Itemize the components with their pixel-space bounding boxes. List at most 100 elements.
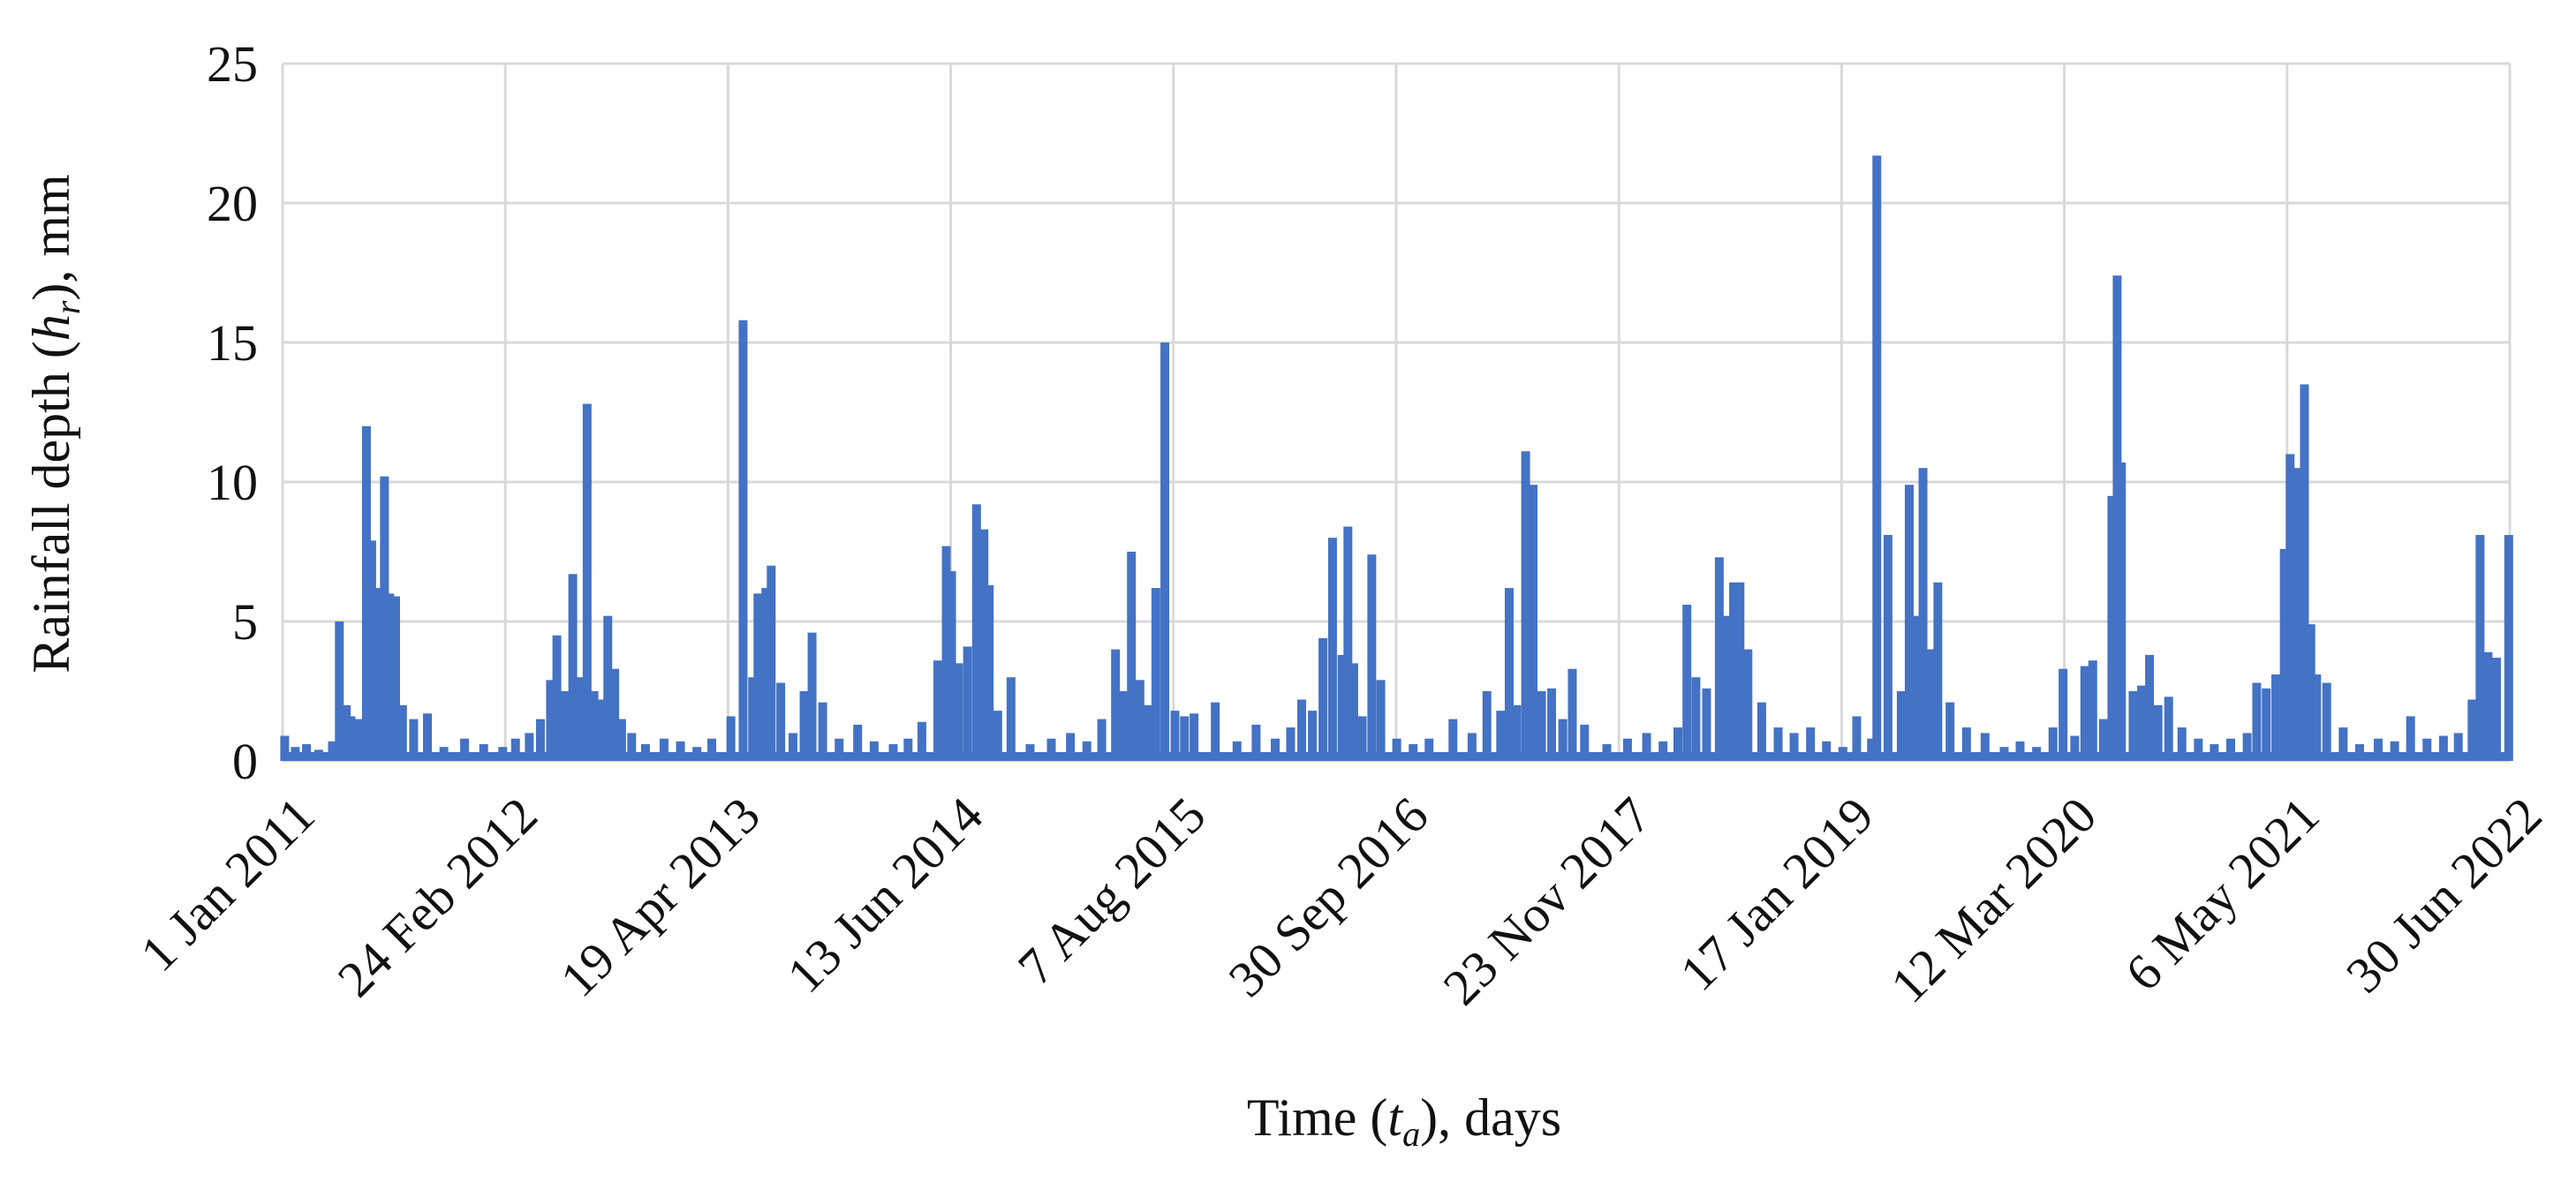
x-tick-label: 13 Jun 2014 bbox=[776, 787, 993, 1004]
rainfall-bar bbox=[535, 719, 545, 761]
rainfall-bar bbox=[1602, 744, 1612, 761]
rainfall-bar bbox=[2145, 654, 2155, 761]
rainfall-bar bbox=[2225, 738, 2235, 761]
rainfall-bar bbox=[1357, 716, 1367, 761]
rainfall-bar bbox=[552, 635, 562, 761]
rainfall-bar bbox=[2483, 651, 2493, 761]
rainfall-bar bbox=[2438, 735, 2448, 761]
rainfall-bar bbox=[1448, 719, 1458, 761]
rainfall-bar bbox=[1580, 724, 1590, 761]
rainfall-bar bbox=[1170, 711, 1180, 761]
rainfall-bar bbox=[1211, 702, 1220, 761]
rainfall-bar bbox=[361, 425, 371, 761]
rainfall-bar bbox=[1980, 733, 1990, 761]
y-tick-label: 20 bbox=[207, 175, 258, 232]
rainfall-bar bbox=[748, 677, 758, 761]
rainfall-bar bbox=[2504, 535, 2513, 761]
rainfall-bar bbox=[1691, 677, 1701, 761]
rainfall-bar bbox=[460, 738, 470, 761]
rainfall-bar bbox=[380, 476, 389, 761]
rainfall-bar bbox=[397, 704, 407, 761]
rainfall-bar bbox=[2098, 719, 2108, 761]
rainfall-bar bbox=[1512, 704, 1522, 761]
rainfall-bar bbox=[954, 663, 963, 761]
y-axis-title: Rainfall depth (hr), mm bbox=[22, 174, 87, 673]
rainfall-bar bbox=[1528, 485, 1537, 761]
rainfall-bar bbox=[1376, 680, 1386, 761]
rainfall-bar bbox=[1547, 688, 1557, 761]
rainfall-bar bbox=[985, 584, 994, 761]
rainfall-bar bbox=[1926, 649, 1936, 761]
x-tick-label: 19 Apr 2013 bbox=[549, 787, 771, 1008]
rainfall-bar bbox=[903, 738, 913, 761]
rainfall-bar bbox=[1658, 741, 1668, 761]
rainfall-bar bbox=[560, 691, 570, 761]
rainfall-bar bbox=[2374, 738, 2383, 761]
x-axis-title: Time (ta), days bbox=[1247, 1088, 1561, 1154]
rainfall-bar bbox=[917, 721, 926, 761]
rainfall-bar bbox=[1673, 727, 1683, 761]
rainfall-bar bbox=[1999, 747, 2009, 761]
rainfall-bar bbox=[2252, 682, 2262, 761]
rainfall-bar bbox=[2279, 548, 2289, 761]
rainfall-bar bbox=[390, 596, 400, 761]
rainfall-bar bbox=[1251, 724, 1261, 761]
rainfall-bar bbox=[726, 716, 736, 761]
rainfall-bar bbox=[2210, 744, 2219, 761]
y-tick-label: 0 bbox=[232, 733, 258, 790]
rainfall-bar bbox=[788, 733, 797, 761]
rainfall-bar bbox=[1622, 738, 1632, 761]
rainfall-bar bbox=[1773, 727, 1783, 761]
rainfall-bar bbox=[947, 571, 956, 761]
rainfall-bar bbox=[2128, 691, 2138, 761]
rainfall-bar bbox=[1409, 744, 1418, 761]
rainfall-bar bbox=[1180, 716, 1190, 761]
rainfall-bar bbox=[1521, 451, 1530, 761]
rainfall-bar bbox=[510, 738, 520, 761]
rainfall-bar bbox=[568, 574, 578, 761]
rainfall-bar bbox=[1504, 588, 1514, 761]
rainfall-bar bbox=[280, 735, 290, 761]
rainfall-bar bbox=[479, 744, 488, 761]
rainfall-bar bbox=[439, 747, 449, 761]
rainfall-bar bbox=[1135, 680, 1144, 761]
x-tick-label: 30 Sep 2016 bbox=[1218, 787, 1439, 1008]
rainfall-bar bbox=[2088, 660, 2097, 761]
rainfall-bar bbox=[2271, 674, 2281, 761]
x-tick-label: 6 May 2021 bbox=[2114, 787, 2330, 1002]
rainfall-bar bbox=[2306, 624, 2315, 761]
rainfall-bar bbox=[1910, 615, 1920, 761]
rainfall-bar bbox=[2070, 735, 2080, 761]
rainfall-bar bbox=[1789, 733, 1799, 761]
rainfall-bar bbox=[640, 744, 650, 761]
rainfall-bar bbox=[818, 702, 827, 761]
rainfall-bar bbox=[1933, 582, 1943, 761]
rainfall-bar bbox=[1308, 711, 1318, 761]
y-tick-label: 25 bbox=[207, 35, 258, 93]
rainfall-bar bbox=[869, 741, 879, 761]
x-tick-label: 23 Nov 2017 bbox=[1432, 787, 1662, 1016]
rainfall-bar bbox=[603, 615, 613, 761]
y-tick-label: 15 bbox=[207, 314, 258, 372]
rainfall-bar bbox=[291, 747, 300, 761]
rainfall-bar bbox=[1838, 747, 1847, 761]
rainfall-bar bbox=[1714, 557, 1724, 761]
rainfall-bar bbox=[1297, 699, 1307, 761]
rainfall-bar bbox=[676, 741, 685, 761]
rainfall-bar bbox=[941, 546, 951, 761]
rainfall-bar bbox=[2153, 704, 2163, 761]
x-tick-label: 12 Mar 2020 bbox=[1879, 787, 2107, 1014]
rainfall-bar bbox=[1945, 702, 1955, 761]
rainfall-bar bbox=[1119, 691, 1129, 761]
rainfall-bar bbox=[1467, 733, 1477, 761]
rainfall-bar bbox=[738, 320, 748, 761]
rainfall-bar bbox=[1852, 716, 1862, 761]
rainfall-bar bbox=[576, 677, 585, 761]
rainfall-bar bbox=[1424, 738, 1434, 761]
rainfall-bar bbox=[753, 593, 763, 761]
rainfall-bar bbox=[627, 733, 637, 761]
rainfall-bar bbox=[993, 711, 1002, 761]
rainfall-bar bbox=[1066, 733, 1076, 761]
rainfall-bar bbox=[1867, 738, 1877, 761]
rainfall-bar bbox=[1392, 738, 1401, 761]
